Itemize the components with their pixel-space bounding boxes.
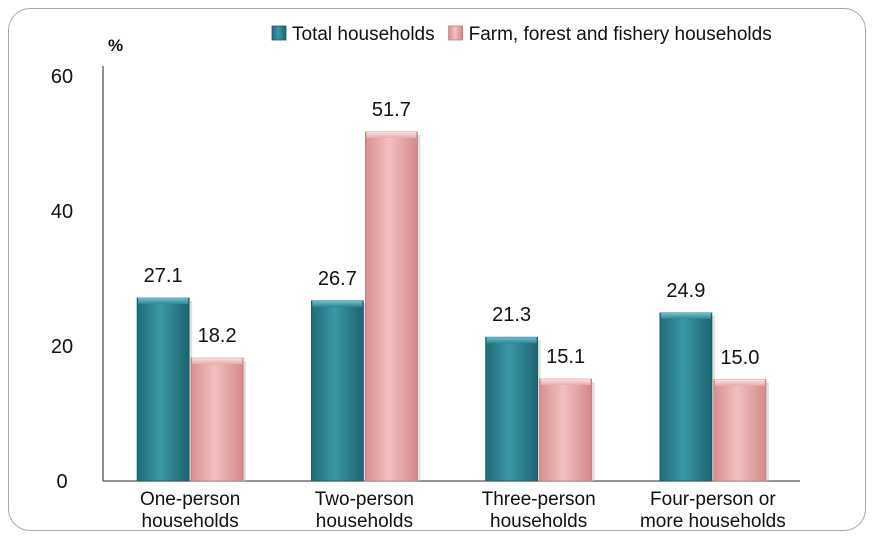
y-tick-label: 60 [51,66,73,88]
legend-swatch [271,25,287,41]
x-category-label: Three-person households [482,489,596,532]
bar-farm [190,357,244,482]
bar-cap [660,312,711,319]
y-unit-label: % [108,36,123,55]
data-label: 26.7 [318,268,357,290]
bar-total [310,300,364,482]
data-label: 18.2 [198,325,237,347]
data-label: 51.7 [372,99,411,121]
x-category-label: One-person households [140,489,240,532]
data-label: 15.0 [720,347,759,369]
legend-label: Total households [292,24,435,45]
x-category-label: Four-person or more households [640,489,786,532]
bar-farm [364,131,418,482]
data-label: 27.1 [144,265,183,287]
y-tick-label: 20 [51,336,73,358]
bar-cap [486,337,537,344]
x-category-label: Two-person households [315,489,414,532]
y-tick-label: 0 [56,471,67,493]
bar-farm [539,378,593,482]
bar-total [136,297,190,482]
bar-cap [540,379,591,386]
bar-cap [138,298,189,305]
bar-cap [312,300,363,307]
legend: Total households Farm, forest and fishery… [271,24,772,45]
labels: 27.1 18.2 One-person households 26.7 51.7 Two-… [140,99,786,532]
bar-total [659,312,713,482]
data-label: 15.1 [546,346,585,368]
bar-cap [366,132,417,139]
bars [136,131,769,482]
bar-farm [713,379,767,482]
legend-swatch [448,25,464,41]
bar-total [485,336,539,482]
bar-cap [192,358,243,365]
y-tick-label: 40 [51,201,73,223]
data-label: 24.9 [666,280,705,302]
legend-label: Farm, forest and fishery households [469,24,772,45]
bar-cap [714,379,765,386]
data-label: 21.3 [492,304,531,326]
